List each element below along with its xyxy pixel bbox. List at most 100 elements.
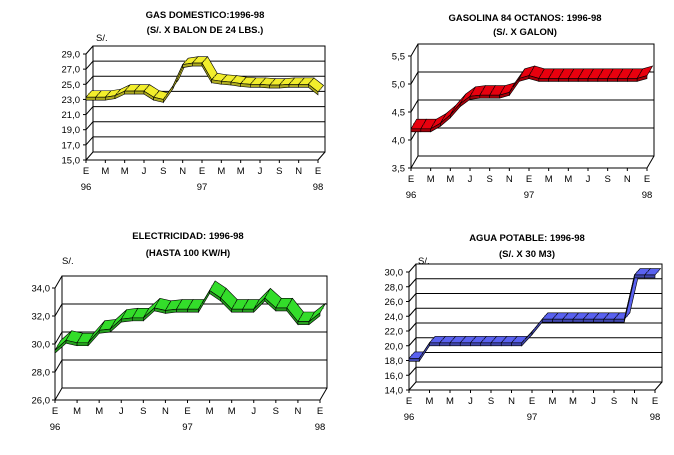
chart-title: GAS DOMESTICO:1996-98 [146, 10, 265, 21]
data-point [288, 302, 291, 304]
gridline-side [408, 263, 417, 273]
series-ribbon-side [221, 80, 232, 86]
series-ribbon-side [541, 318, 553, 323]
gridline-side [408, 278, 417, 288]
series-ribbon-side [634, 274, 646, 279]
chart-title: GASOLINA 84 OCTANOS: 1996-98 [448, 13, 601, 24]
series-ribbon-side [593, 318, 605, 323]
data-point [534, 327, 536, 330]
x-year-label: 98 [642, 190, 653, 201]
chart-gas-domestico: GAS DOMESTICO:1996-98 (S/. X BALON DE 24… [62, 10, 326, 193]
gridline-side [408, 381, 417, 391]
x-tick-label: E [529, 396, 535, 407]
data-point [442, 117, 445, 120]
data-point [550, 72, 553, 75]
data-point [310, 80, 312, 82]
x-tick-label: E [317, 406, 323, 417]
series-ribbon-side [582, 318, 594, 323]
y-tick-label: 5,0 [392, 80, 405, 91]
series-ribbon-side [558, 78, 569, 82]
y-tick-label: 15,0 [62, 156, 81, 167]
series-ribbon-side [597, 78, 608, 82]
x-tick-label: E [408, 174, 414, 185]
series-ribbon-side [636, 75, 648, 82]
data-point [255, 303, 258, 306]
series-ribbon-side [429, 342, 441, 347]
x-tick-label: J [251, 406, 256, 417]
series-ribbon-side [176, 308, 188, 313]
data-point [88, 93, 90, 95]
data-point [649, 70, 651, 72]
data-point [167, 304, 170, 307]
data-point [544, 315, 546, 317]
x-tick-label: M [217, 166, 225, 177]
data-point [320, 87, 322, 90]
series-ribbon-side [613, 318, 625, 323]
x-tick-label: M [569, 396, 577, 407]
x-tick-label: J [586, 174, 591, 185]
x-tick-label: E [52, 406, 58, 417]
data-point [629, 72, 631, 75]
x-tick-label: M [121, 166, 129, 177]
data-point [136, 87, 138, 89]
data-point [560, 72, 563, 75]
data-point [101, 324, 103, 327]
x-tick-label: S [486, 174, 492, 185]
y-tick-label: 27,0 [62, 65, 81, 76]
series-ribbon-side [85, 96, 96, 101]
x-tick-label: M [427, 174, 435, 185]
x-tick-label: N [508, 396, 515, 407]
data-point [222, 292, 225, 294]
gridline-side [85, 45, 94, 55]
x-tick-label: S [488, 396, 494, 407]
x-tick-label: J [119, 406, 124, 417]
data-point [421, 354, 423, 356]
data-point [493, 338, 495, 341]
gridline-side [408, 293, 417, 302]
y-tick-label: 25,0 [62, 80, 81, 91]
gridline-side [54, 275, 63, 289]
data-point [531, 70, 533, 72]
data-point [200, 303, 203, 306]
series-ribbon-side [439, 342, 451, 347]
series-ribbon-side [242, 308, 255, 313]
data-point [299, 316, 302, 318]
chart-agua-potable: AGUA POTABLE: 1996-98 (S/. X 30 M3) S/. … [385, 233, 663, 423]
y-tick-label: 22,0 [385, 327, 404, 338]
x-tick-label: N [624, 174, 631, 185]
y-tick-label: 28,0 [385, 282, 404, 293]
data-point [639, 72, 641, 75]
data-point [646, 270, 649, 273]
x-tick-label: M [95, 406, 103, 417]
data-point [281, 81, 283, 83]
chart-subtitle: (S/. X BALON DE 24 LBS.) [147, 25, 264, 36]
data-point [540, 72, 543, 75]
x-year-label: 96 [404, 412, 415, 423]
gridline-side [54, 331, 63, 345]
series-ribbon-side [572, 318, 584, 323]
x-tick-label: S [611, 396, 617, 407]
series-ribbon-side [603, 318, 615, 323]
y-axis-unit: S/. [418, 256, 430, 267]
data-point [570, 72, 572, 75]
series-ribbon-side [552, 318, 564, 323]
y-tick-label: 4,5 [392, 108, 405, 119]
y-tick-label: 30,0 [385, 268, 404, 279]
x-tick-label: S [276, 166, 282, 177]
data-point [462, 338, 464, 341]
series-ribbon-side [459, 342, 471, 347]
x-tick-label: E [315, 166, 321, 177]
series-ribbon-side [511, 342, 523, 347]
floor-edge [319, 387, 328, 401]
x-tick-label: M [549, 396, 557, 407]
data-point [90, 337, 92, 339]
data-point [452, 109, 454, 111]
data-point [462, 98, 464, 100]
x-tick-label: M [101, 166, 109, 177]
data-point [413, 123, 415, 125]
series-ribbon-side [231, 308, 244, 313]
series-ribbon-side [577, 78, 589, 82]
data-point [431, 338, 434, 341]
y-tick-label: 19,0 [62, 125, 81, 136]
